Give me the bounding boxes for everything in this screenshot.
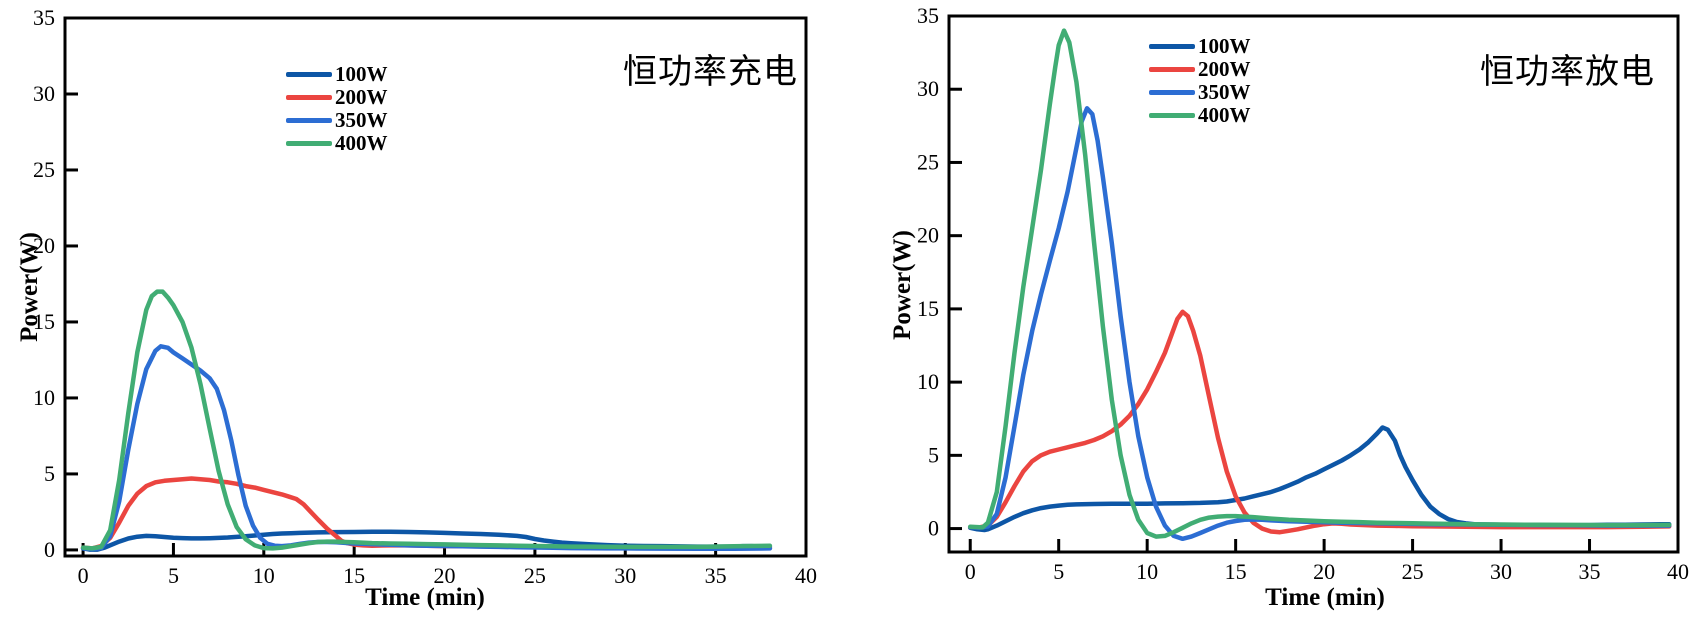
legend-line-swatch-400w bbox=[1149, 113, 1195, 118]
svg-text:15: 15 bbox=[917, 296, 939, 321]
legend-item-200w: 200W bbox=[286, 86, 388, 109]
y-axis-label-discharging: Power(W) bbox=[889, 230, 916, 340]
legend-line-swatch-400w bbox=[286, 141, 332, 146]
y-axis-label-charging: Power(W) bbox=[16, 232, 43, 342]
legend-line-swatch-200w bbox=[286, 95, 332, 100]
svg-text:5: 5 bbox=[168, 563, 179, 588]
svg-text:5: 5 bbox=[44, 461, 55, 486]
svg-text:25: 25 bbox=[1402, 559, 1424, 584]
x-axis-label-discharging: Time (min) bbox=[1265, 584, 1385, 611]
svg-text:35: 35 bbox=[705, 563, 727, 588]
svg-text:30: 30 bbox=[614, 563, 636, 588]
legend-line-swatch-350w bbox=[1149, 90, 1195, 95]
legend-label-400w: 400W bbox=[335, 131, 388, 155]
svg-text:10: 10 bbox=[917, 369, 939, 394]
svg-text:30: 30 bbox=[917, 76, 939, 101]
svg-text:25: 25 bbox=[917, 149, 939, 174]
svg-text:0: 0 bbox=[928, 516, 939, 541]
legend-label-400w: 400W bbox=[1198, 103, 1251, 127]
legend-line-swatch-350w bbox=[286, 118, 332, 123]
svg-text:5: 5 bbox=[928, 442, 939, 467]
legend-item-100w: 100W bbox=[1149, 35, 1251, 58]
svg-text:10: 10 bbox=[253, 563, 275, 588]
svg-text:10: 10 bbox=[33, 385, 55, 410]
svg-text:5: 5 bbox=[1053, 559, 1064, 584]
svg-text:20: 20 bbox=[917, 223, 939, 248]
svg-text:35: 35 bbox=[1579, 559, 1601, 584]
legend-item-100w: 100W bbox=[286, 63, 388, 86]
legend-line-swatch-100w bbox=[286, 72, 332, 77]
legend-line-swatch-100w bbox=[1149, 44, 1195, 49]
svg-text:10: 10 bbox=[1136, 559, 1158, 584]
legend-label-100w: 100W bbox=[1198, 34, 1251, 58]
svg-text:15: 15 bbox=[33, 309, 55, 334]
svg-text:15: 15 bbox=[1225, 559, 1247, 584]
x-axis-label-charging: Time (min) bbox=[365, 584, 485, 611]
svg-text:30: 30 bbox=[1490, 559, 1512, 584]
chart-title-discharging: 恒功率放电 bbox=[1480, 54, 1655, 91]
legend-label-100w: 100W bbox=[335, 62, 388, 86]
legend-item-400w: 400W bbox=[1149, 104, 1251, 127]
svg-text:35: 35 bbox=[33, 5, 55, 30]
discharging-plot-area: 0 5 10 15 20 25 30 35 40 0 5 10 15 20 25 30 35 bbox=[917, 3, 1689, 584]
svg-text:40: 40 bbox=[1667, 559, 1689, 584]
svg-text:20: 20 bbox=[434, 563, 456, 588]
chart-constant-power-discharging: 0 5 10 15 20 25 30 35 40 0 5 10 15 20 25 30 35 恒功率放电 Pow… bbox=[850, 0, 1700, 625]
legend-item-350w: 350W bbox=[286, 109, 388, 132]
chart-title-charging: 恒功率充电 bbox=[623, 54, 798, 91]
legend-item-350w: 350W bbox=[1149, 81, 1251, 104]
svg-text:20: 20 bbox=[1313, 559, 1335, 584]
svg-text:40: 40 bbox=[795, 563, 817, 588]
svg-text:0: 0 bbox=[44, 537, 55, 562]
legend-label-350w: 350W bbox=[335, 108, 388, 132]
legend-label-200w: 200W bbox=[1198, 57, 1251, 81]
svg-text:35: 35 bbox=[917, 3, 939, 28]
svg-text:30: 30 bbox=[33, 81, 55, 106]
legend-item-200w: 200W bbox=[1149, 58, 1251, 81]
svg-text:25: 25 bbox=[524, 563, 546, 588]
legend-label-200w: 200W bbox=[335, 85, 388, 109]
legend-item-400w: 400W bbox=[286, 132, 388, 155]
svg-text:20: 20 bbox=[33, 233, 55, 258]
legend-discharging: 100W 200W 350W 400W bbox=[1149, 35, 1251, 127]
charging-plot-area: 0 5 10 15 20 25 30 35 40 0 5 10 15 20 25 30 35 bbox=[33, 5, 817, 588]
svg-text:15: 15 bbox=[343, 563, 365, 588]
svg-text:0: 0 bbox=[965, 559, 976, 584]
svg-text:0: 0 bbox=[78, 563, 89, 588]
legend-charging: 100W 200W 350W 400W bbox=[286, 63, 388, 155]
svg-text:25: 25 bbox=[33, 157, 55, 182]
chart-constant-power-charging: 0 5 10 15 20 25 30 35 40 0 5 10 15 20 25 30 35 恒功率充电 Pow… bbox=[16, 5, 817, 611]
legend-label-350w: 350W bbox=[1198, 80, 1251, 104]
legend-line-swatch-200w bbox=[1149, 67, 1195, 72]
